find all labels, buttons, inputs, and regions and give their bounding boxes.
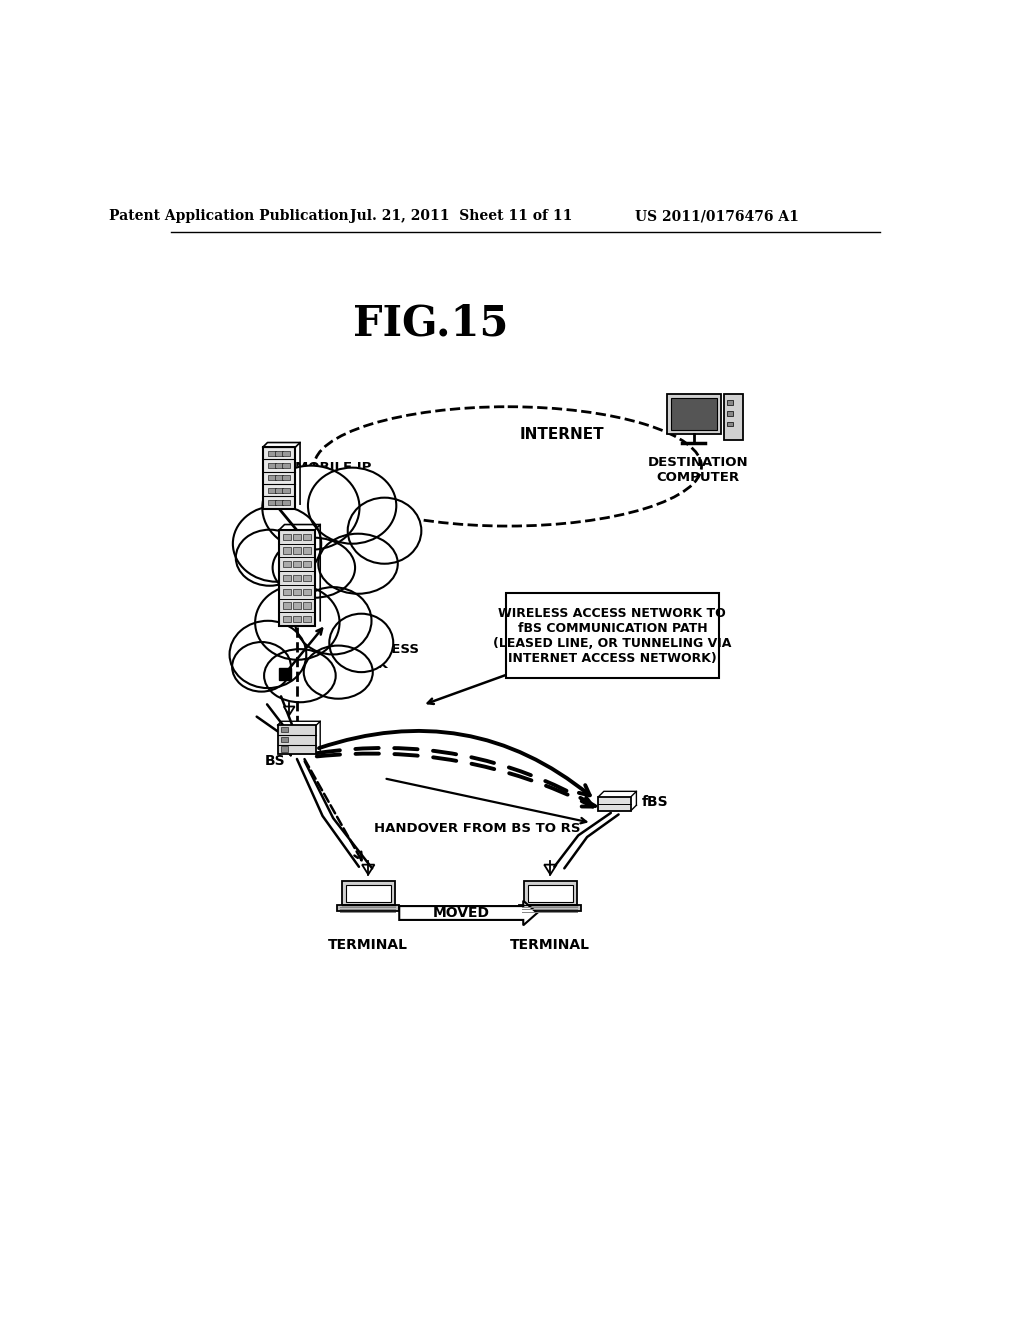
Bar [506, 594, 719, 678]
Bar [337, 906, 399, 912]
FancyArrowPatch shape [304, 759, 361, 861]
Bar [303, 561, 311, 568]
FancyArrowPatch shape [316, 748, 595, 807]
Bar [303, 548, 311, 553]
Ellipse shape [272, 537, 355, 598]
Bar [724, 395, 743, 441]
Bar [283, 561, 291, 568]
Text: WIRELESS ACCESS
NETWORK: WIRELESS ACCESS NETWORK [282, 643, 419, 671]
Bar [281, 737, 289, 742]
FancyArrowPatch shape [318, 731, 590, 796]
Bar [519, 906, 582, 912]
Ellipse shape [304, 645, 373, 698]
Bar [293, 561, 301, 568]
Bar [727, 411, 733, 416]
Bar [283, 488, 291, 492]
Bar [275, 463, 284, 469]
Ellipse shape [229, 620, 306, 688]
Bar [598, 797, 631, 810]
Bar [293, 533, 301, 540]
Ellipse shape [255, 585, 340, 660]
Polygon shape [544, 865, 557, 874]
Bar [268, 463, 276, 469]
Bar [671, 397, 717, 430]
Text: Jul. 21, 2011  Sheet 11 of 11: Jul. 21, 2011 Sheet 11 of 11 [350, 209, 572, 223]
Bar [528, 884, 572, 902]
Bar [303, 602, 311, 609]
Bar [293, 616, 301, 623]
Bar [281, 746, 289, 752]
Bar [275, 451, 284, 455]
Bar [283, 463, 291, 469]
FancyBboxPatch shape [263, 447, 295, 508]
Bar [303, 576, 311, 581]
FancyArrow shape [399, 900, 538, 925]
Ellipse shape [264, 649, 336, 702]
Bar [283, 533, 291, 540]
Bar [727, 422, 733, 426]
Bar [303, 533, 311, 540]
Ellipse shape [232, 506, 322, 582]
Bar [342, 880, 394, 906]
Bar [293, 548, 301, 553]
Ellipse shape [236, 529, 303, 586]
Text: fBS: fBS [642, 795, 669, 809]
Bar [303, 589, 311, 595]
FancyBboxPatch shape [280, 529, 314, 626]
Bar [283, 602, 291, 609]
Bar [667, 395, 721, 434]
Bar [293, 589, 301, 595]
Text: MOBILE IP: MOBILE IP [295, 462, 372, 474]
Bar [275, 500, 284, 506]
Polygon shape [362, 865, 375, 874]
Ellipse shape [295, 587, 372, 655]
Text: Patent Application Publication: Patent Application Publication [109, 209, 348, 223]
Ellipse shape [318, 533, 397, 594]
Bar [283, 576, 291, 581]
Ellipse shape [308, 467, 396, 544]
Bar [281, 727, 289, 733]
Bar [278, 725, 316, 755]
Bar [268, 451, 276, 455]
Text: US 2011/0176476 A1: US 2011/0176476 A1 [635, 209, 799, 223]
Text: WIRELESS ACCESS NETWORK TO
fBS COMMUNICATION PATH
(LEASED LINE, OR TUNNELING VIA: WIRELESS ACCESS NETWORK TO fBS COMMUNICA… [494, 607, 731, 665]
Text: INTERNET: INTERNET [520, 426, 604, 442]
Bar [268, 488, 276, 492]
Bar [524, 880, 577, 906]
Bar [283, 548, 291, 553]
FancyArrowPatch shape [316, 754, 593, 807]
Bar [293, 576, 301, 581]
Text: FIG.15: FIG.15 [352, 304, 508, 345]
Ellipse shape [348, 498, 421, 564]
Bar [727, 400, 733, 405]
Text: HANDOVER FROM BS TO RS: HANDOVER FROM BS TO RS [374, 822, 580, 834]
Text: TERMINAL: TERMINAL [510, 937, 591, 952]
Ellipse shape [262, 466, 359, 549]
Text: BS: BS [265, 754, 286, 768]
Text: MOVED: MOVED [433, 906, 489, 920]
Text: PROVIDER
NETWORK: PROVIDER NETWORK [323, 529, 398, 557]
Bar [303, 616, 311, 623]
Text: TERMINAL: TERMINAL [329, 937, 409, 952]
Bar [275, 475, 284, 480]
Text: GW: GW [314, 558, 341, 572]
Bar [346, 884, 391, 902]
Bar [293, 602, 301, 609]
Bar [283, 475, 291, 480]
Text: DESTINATION
COMPUTER: DESTINATION COMPUTER [647, 455, 748, 483]
Bar [268, 475, 276, 480]
Bar [283, 616, 291, 623]
Bar [283, 589, 291, 595]
Bar [268, 500, 276, 506]
Bar [283, 500, 291, 506]
Ellipse shape [330, 614, 393, 672]
Bar [283, 451, 291, 455]
Ellipse shape [232, 642, 291, 692]
Polygon shape [284, 706, 295, 715]
Bar [275, 488, 284, 492]
